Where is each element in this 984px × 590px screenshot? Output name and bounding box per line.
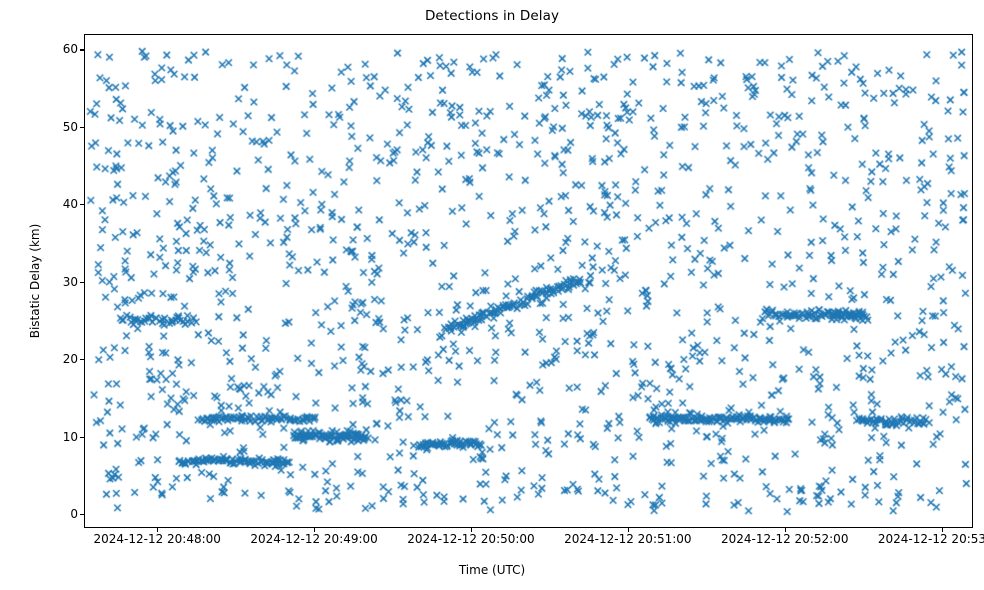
x-axis-tick-label: 2024-12-12 20:49:00: [250, 532, 378, 546]
y-axis-tick-label: 50: [62, 119, 78, 134]
x-axis-tick-mark: [314, 528, 316, 532]
x-axis-tick-mark: [941, 528, 943, 532]
y-axis-tick-label: 30: [62, 274, 78, 289]
y-axis-tick-mark: [80, 126, 84, 128]
x-axis-tick-label: 2024-12-12 20:52:00: [721, 532, 849, 546]
y-axis-tick-label: 60: [62, 42, 78, 57]
y-axis-tick-mark: [80, 49, 84, 51]
x-axis-tick-mark: [470, 528, 473, 532]
plot-area: [84, 34, 973, 528]
page-title: Detections in Delay: [424, 8, 560, 24]
y-axis-tick-labels: 0 10 20 30 40 50 60: [38, 0, 78, 590]
y-axis-tick-mark: [80, 281, 84, 283]
y-axis-label: Bistatic Delay (km): [28, 223, 42, 339]
y-axis-tick-label: 10: [62, 429, 78, 444]
y-axis-tick-label: 20: [62, 352, 78, 367]
x-axis-tick-mark: [157, 528, 159, 532]
x-axis-label: Time (UTC): [458, 563, 526, 577]
scatter-plot-canvas: [85, 35, 972, 527]
y-axis-tick-label: 40: [62, 197, 78, 212]
x-axis-tick-mark: [627, 528, 629, 532]
y-axis-tick-mark: [80, 514, 84, 516]
x-axis-tick-label: 2024-12-12 20:50:00: [407, 532, 535, 546]
x-axis-tick-mark: [784, 528, 786, 532]
x-axis-tick-label: 2024-12-12 20:48:00: [93, 532, 221, 546]
y-axis-tick-mark: [80, 359, 84, 361]
y-axis-tick-mark: [80, 204, 84, 206]
x-axis-tick-label: 2024-12-12 20:51:00: [564, 532, 692, 546]
y-axis-tick-label: 0: [70, 507, 78, 522]
y-axis-tick-mark: [80, 436, 84, 438]
x-axis-tick-label: 2024-12-12 20:53:00: [877, 532, 984, 546]
